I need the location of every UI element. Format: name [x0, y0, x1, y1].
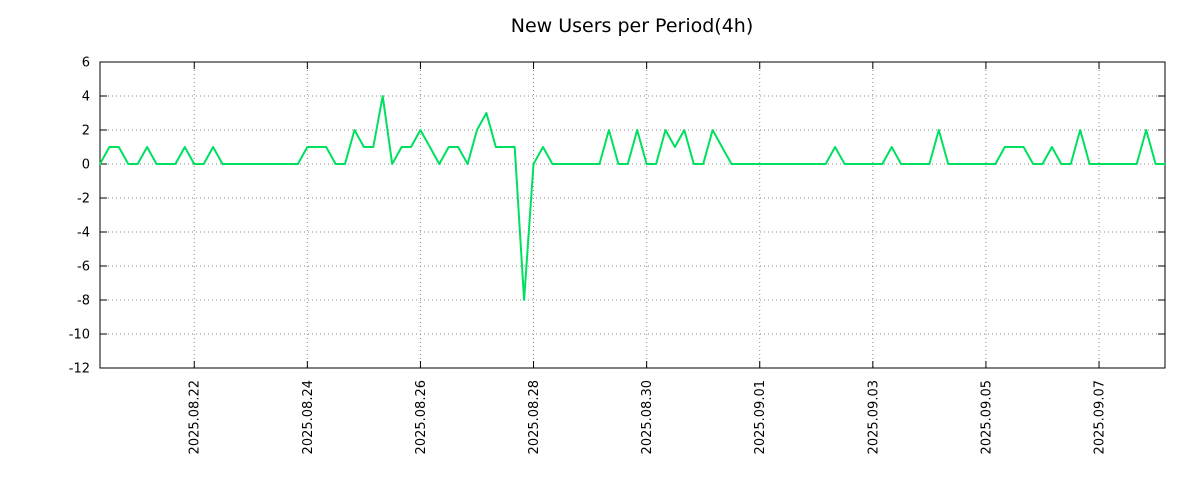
y-tick-label: -2 — [77, 192, 90, 207]
plot-area: 6 4 2 0 -2 -4 -6 -8 -10 -12 2025.08.22 2025.08.24 20… — [69, 56, 1166, 454]
y-tick-label: -10 — [69, 328, 90, 343]
y-tick-label: 2 — [82, 124, 90, 139]
y-tick-label: -8 — [77, 294, 90, 309]
x-tick-label: 2025.08.30 — [640, 380, 655, 454]
x-tick-label: 2025.08.26 — [414, 380, 429, 454]
y-tick-label: 4 — [82, 90, 90, 105]
x-tick-label: 2025.09.01 — [753, 380, 768, 454]
x-tick-label: 2025.09.03 — [866, 380, 881, 454]
x-tick-label: 2025.08.24 — [301, 380, 316, 454]
x-tick-label: 2025.09.07 — [1093, 380, 1108, 454]
y-tick-label: -12 — [69, 362, 90, 377]
y-tick-label: -6 — [77, 260, 90, 275]
y-tick-label: 6 — [82, 56, 90, 71]
x-tick-label: 2025.08.28 — [527, 380, 542, 454]
y-tick-label: -4 — [77, 226, 90, 241]
chart-title: New Users per Period(4h) — [511, 15, 754, 37]
series-line-new-users — [99, 95, 1166, 301]
y-tick-label: 0 — [82, 158, 90, 173]
x-tick-label: 2025.09.05 — [979, 380, 994, 454]
plot-border — [99, 61, 1166, 369]
x-tick-label: 2025.08.22 — [188, 380, 203, 454]
